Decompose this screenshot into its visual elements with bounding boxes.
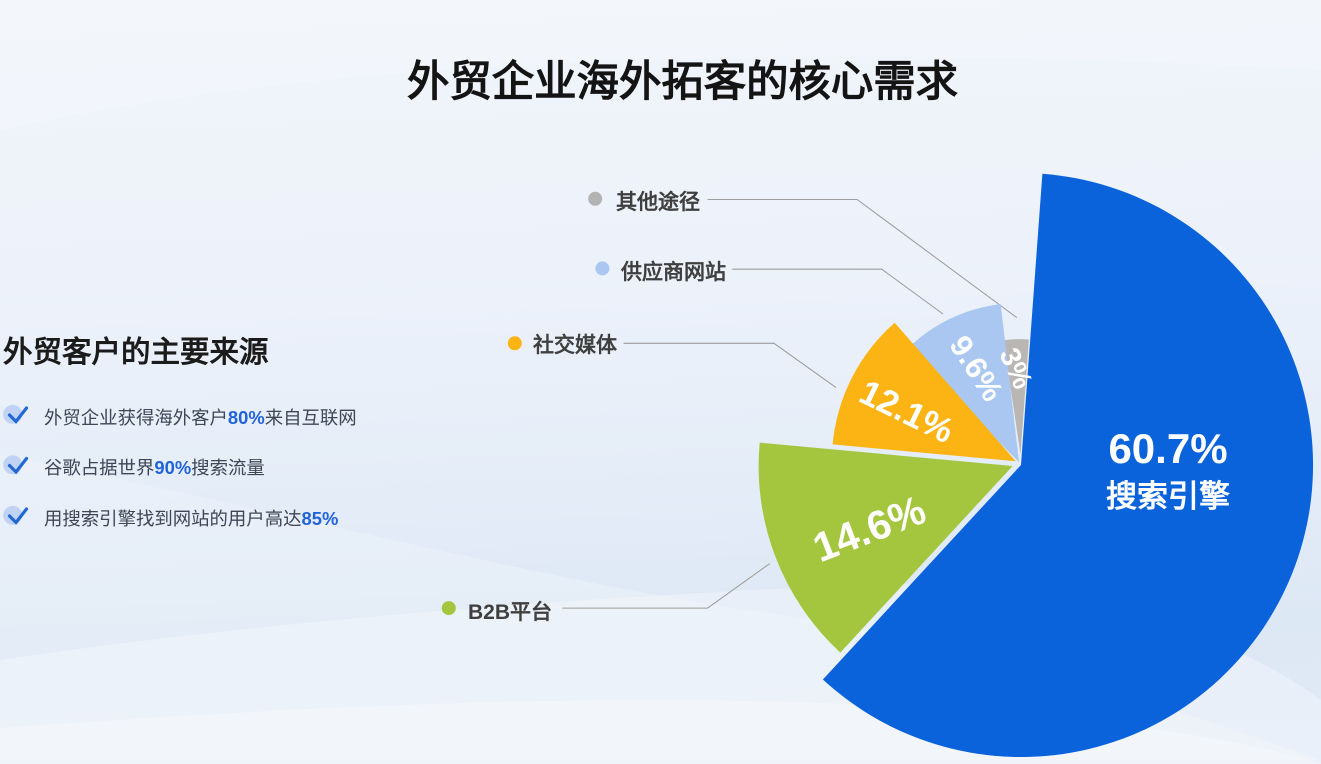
svg-text:60.7%: 60.7%	[1108, 425, 1227, 472]
svg-text:搜索引擎: 搜索引擎	[1106, 479, 1230, 514]
